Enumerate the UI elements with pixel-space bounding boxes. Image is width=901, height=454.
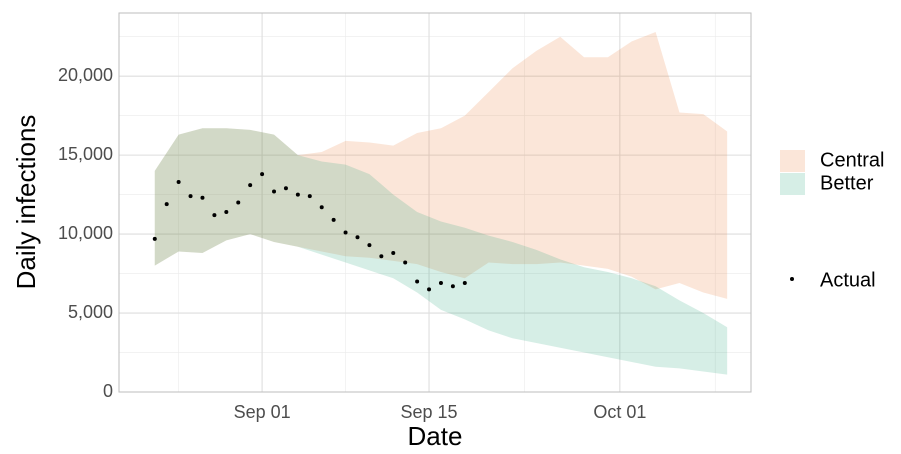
- actual-point: [367, 243, 372, 248]
- x-tick-label: Oct 01: [593, 402, 646, 422]
- x-tick-label: Sep 01: [234, 402, 291, 422]
- actual-point: [343, 230, 348, 235]
- actual-point: [200, 195, 205, 200]
- actual-point: [212, 213, 217, 218]
- actual-point: [224, 209, 229, 214]
- actual-point: [379, 254, 384, 259]
- actual-point: [152, 236, 157, 241]
- actual-point: [272, 189, 277, 194]
- actual-point: [283, 186, 288, 191]
- actual-point: [164, 202, 169, 207]
- actual-point: [331, 217, 336, 222]
- legend-key: [780, 173, 805, 195]
- legend-label: Better: [820, 172, 874, 194]
- actual-point: [248, 183, 253, 188]
- y-axis-title: Daily infections: [11, 115, 41, 290]
- x-axis-title: Date: [408, 421, 463, 451]
- actual-point: [176, 179, 181, 184]
- actual-point: [450, 284, 455, 289]
- legend-label: Actual: [820, 269, 876, 291]
- actual-point: [403, 260, 408, 265]
- actual-point: [415, 279, 420, 284]
- panel-border: [118, 12, 752, 393]
- legend-key: [780, 150, 805, 172]
- actual-point: [355, 235, 360, 240]
- y-tick-label: 10,000: [58, 223, 113, 243]
- actual-point: [438, 281, 443, 286]
- ribbon-area: [154, 31, 728, 299]
- y-tick-label: 15,000: [58, 144, 113, 164]
- actual-point: [391, 251, 396, 256]
- legend-key: [790, 277, 794, 281]
- actual-point: [307, 194, 312, 199]
- actual-point: [188, 194, 193, 199]
- actual-point: [260, 172, 265, 177]
- ribbon-area: [154, 128, 728, 375]
- x-tick-label: Sep 15: [401, 402, 458, 422]
- actual-point: [427, 287, 432, 292]
- y-tick-label: 0: [103, 381, 113, 401]
- y-tick-label: 20,000: [58, 65, 113, 85]
- actual-point: [319, 205, 324, 210]
- actual-point: [295, 192, 300, 197]
- actual-point: [462, 281, 467, 286]
- y-tick-label: 5,000: [68, 302, 113, 322]
- actual-point: [236, 200, 241, 205]
- legend-label: Central: [820, 149, 884, 171]
